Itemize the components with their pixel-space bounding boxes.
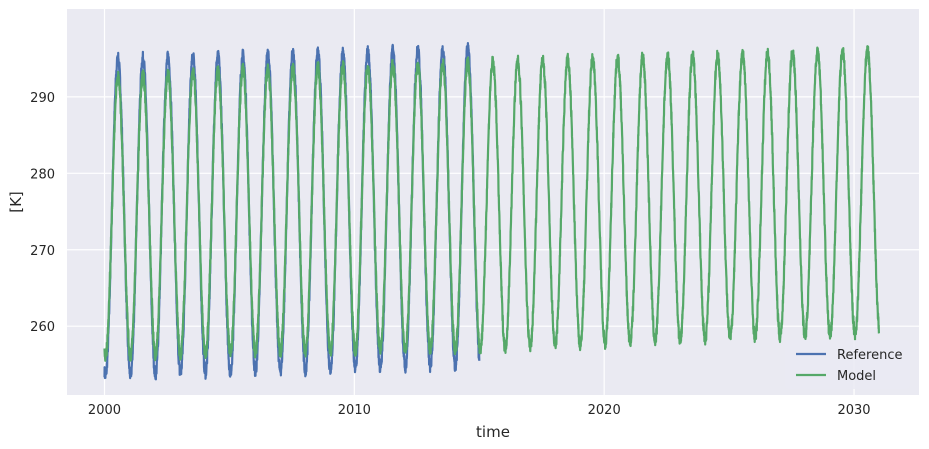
x-tick-label: 2000: [88, 403, 121, 418]
series-line-1: [103, 45, 881, 362]
x-tick-label: 2030: [837, 403, 870, 418]
y-tick-label: 260: [30, 320, 55, 335]
y-tick-label: 290: [30, 91, 55, 106]
series-line-0: [103, 41, 481, 381]
legend-label: Reference: [837, 348, 902, 363]
grid-lines: [67, 9, 919, 395]
x-tick-label: 2010: [338, 403, 371, 418]
x-tick-label: 2020: [588, 403, 621, 418]
x-axis-label: time: [476, 423, 510, 441]
legend-label: Model: [837, 369, 876, 384]
y-tick-label: 280: [30, 167, 55, 182]
series-layer: [103, 41, 881, 381]
y-axis-label: [K]: [7, 191, 25, 213]
y-tick-label: 270: [30, 244, 55, 259]
legend-box: [785, 340, 910, 389]
tick-labels: 2000 2010 2020 2030 260 270 280 290: [30, 91, 870, 418]
legend: Reference Model: [785, 340, 910, 389]
